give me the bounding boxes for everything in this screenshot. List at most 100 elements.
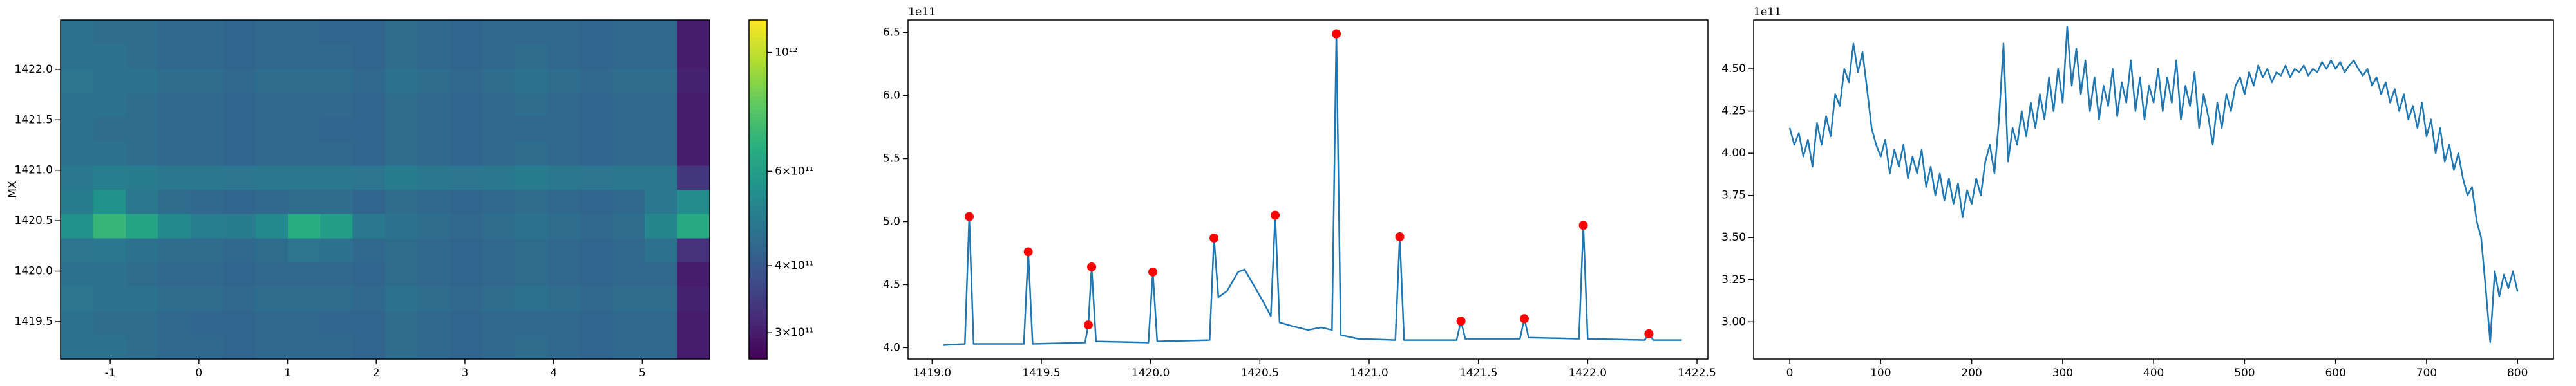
colorbar-segment [749, 125, 767, 131]
heatmap-cell [125, 189, 158, 214]
colorbar-segment [749, 41, 767, 46]
heatmap-cell [580, 165, 613, 190]
colorbar-segment [749, 176, 767, 181]
heatmap-cell [93, 165, 126, 190]
panel: 3×10¹¹ 4×10¹¹ 6×10¹¹ 10¹² MX -1 0 1 2 3 4 5 1419.5 14… [6, 19, 813, 380]
heatmap-cell [223, 20, 256, 45]
heatmap-cell [158, 214, 191, 239]
heatmap-cell [385, 92, 418, 118]
colorbar-segment [749, 20, 767, 25]
heatmap-cell [352, 214, 386, 239]
colorbar-segment [749, 45, 767, 50]
peak-marker [1083, 320, 1093, 330]
y-tick-label: 3.25 [1721, 273, 1746, 286]
heatmap-cell [417, 68, 451, 93]
colorbar-segment [749, 32, 767, 37]
heatmap-cell [93, 310, 126, 335]
heatmap-cell [190, 92, 223, 118]
heatmap-cell [61, 335, 93, 360]
heatmap-cell [125, 141, 158, 166]
heatmap-cell [677, 335, 710, 360]
heatmap-cell [612, 92, 645, 118]
colorbar-segment [749, 333, 767, 338]
heatmap-cell [677, 189, 710, 214]
colorbar-segment [749, 257, 767, 262]
heatmap-cell [61, 92, 93, 118]
heatmap-cell [190, 237, 223, 263]
colorbar-segment [749, 244, 767, 250]
heatmap-cell [385, 286, 418, 311]
heatmap-cell [385, 116, 418, 142]
colorbar-segment [749, 354, 767, 360]
heatmap-cell [645, 141, 678, 166]
heatmap-cell [677, 165, 710, 190]
heatmap-cell [580, 335, 613, 360]
heatmap-cell [645, 310, 678, 335]
y-tick-label: 1421.0 [15, 164, 53, 177]
x-tick-label: 100 [1870, 367, 1891, 380]
heatmap-cell [125, 92, 158, 118]
heatmap-cell [645, 189, 678, 214]
heatmap-cell [125, 68, 158, 93]
heatmap-cell [547, 165, 580, 190]
heatmap-cell [645, 68, 678, 93]
heatmap-cell [158, 20, 191, 45]
heatmap-cell [320, 165, 354, 190]
x-tick-label: 2 [373, 367, 380, 380]
x-tick-label: 300 [2052, 367, 2073, 380]
y-tick-label: 5.5 [883, 152, 900, 165]
y-tick-label: 1420.5 [15, 214, 53, 227]
heatmap-cell [352, 165, 386, 190]
heatmap-cell [515, 141, 548, 166]
colorbar-segment [749, 223, 767, 228]
heatmap-cell [515, 165, 548, 190]
y-tick-label: 4.25 [1721, 105, 1746, 118]
colorbar-segment [749, 215, 767, 220]
heatmap-cell [287, 286, 321, 311]
colorbar-segment [749, 155, 767, 160]
heatmap-cell [190, 20, 223, 45]
heatmap-cell [385, 165, 418, 190]
heatmap-cell [580, 68, 613, 93]
colorbar-segment [749, 308, 767, 313]
heatmap-cell [580, 262, 613, 287]
y-tick-label: 1420.0 [15, 265, 53, 278]
heatmap-cell [417, 165, 451, 190]
heatmap-cell [450, 310, 483, 335]
y-tick-label: 4.50 [1721, 62, 1746, 75]
colorbar-segment [749, 181, 767, 186]
heatmap-cell [677, 92, 710, 118]
heatmap-cell [580, 237, 613, 263]
heatmap-cell [287, 214, 321, 239]
heatmap-cell [255, 189, 289, 214]
colorbar-segment [749, 109, 767, 114]
heatmap-cell [515, 214, 548, 239]
heatmap-cell [515, 116, 548, 142]
x-tick-label: 400 [2143, 367, 2164, 380]
colorbar-segment [749, 232, 767, 237]
heatmap-cell [580, 20, 613, 45]
heatmap-cell [677, 286, 710, 311]
heatmap-cell [190, 116, 223, 142]
heatmap-cell [158, 262, 191, 287]
colorbar-segment [749, 24, 767, 29]
heatmap-cell [450, 237, 483, 263]
heatmap-cell [482, 20, 516, 45]
heatmap-cell [287, 141, 321, 166]
x-tick-label: 600 [2325, 367, 2345, 380]
colorbar-segment [749, 50, 767, 55]
y-tick-label: 6.0 [883, 89, 900, 102]
heatmap-cell [645, 116, 678, 142]
colorbar-segment [749, 66, 767, 71]
colorbar-segment [749, 350, 767, 356]
heatmap-cell [125, 310, 158, 335]
heatmap-cell [580, 189, 613, 214]
colorbar-segment [749, 194, 767, 199]
heatmap-cell [417, 310, 451, 335]
peak-marker [1209, 233, 1219, 243]
colorbar-segment [749, 342, 767, 347]
heatmap-cell [547, 214, 580, 239]
heatmap-cell [255, 165, 289, 190]
colorbar-segment [749, 219, 767, 224]
x-tick-label: 3 [462, 367, 469, 380]
